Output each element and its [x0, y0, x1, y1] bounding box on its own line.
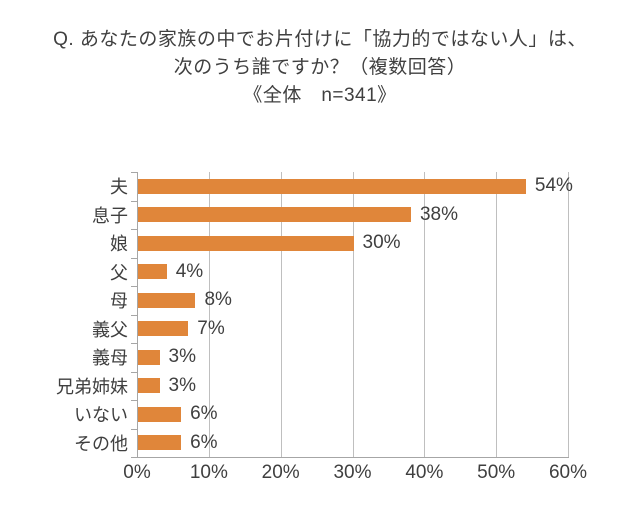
gridline-10 — [208, 172, 210, 457]
gridline-30 — [352, 172, 354, 457]
category-label: 義母 — [92, 348, 128, 369]
value-label: 7% — [197, 317, 225, 339]
bar — [138, 406, 182, 422]
value-label: 3% — [168, 346, 197, 368]
bar — [138, 292, 196, 308]
x-tick-label: 60% — [548, 462, 588, 483]
value-label: 3% — [168, 374, 197, 396]
x-tick-label: 20% — [261, 462, 300, 483]
y-axis-tick — [131, 314, 137, 316]
category-label: 夫 — [110, 177, 128, 198]
value-label: 6% — [190, 431, 218, 453]
bar — [138, 178, 526, 194]
category-label: 母 — [110, 291, 128, 312]
plot-area: 0% 10% 20% 30% 40% 50% 60% 54% 38% 30% 4% 8% 7% 3% 3% 6… — [123, 172, 587, 483]
y-axis-tick — [131, 428, 137, 430]
chart-title: Q. あなたの家族の中でお片付けに「協力的ではない人」は、 次のうち誰ですか？（… — [0, 26, 640, 110]
y-axis-line — [137, 172, 138, 457]
bar — [138, 321, 189, 337]
chart-title-line3: 《全体 n=341》 — [243, 85, 397, 106]
y-axis-tick — [131, 229, 137, 230]
y-axis-tick — [131, 343, 137, 344]
bar — [138, 264, 167, 280]
y-axis-tick — [131, 457, 137, 458]
bar — [138, 207, 411, 223]
y-axis-tick — [131, 257, 137, 259]
value-label: 4% — [175, 260, 204, 282]
gridline-50 — [496, 172, 498, 457]
x-axis-line — [137, 457, 569, 458]
chart-title-line2: 次のうち誰ですか？（複数回答） — [173, 57, 467, 78]
gridline-40 — [424, 172, 426, 457]
category-label: 娘 — [110, 234, 128, 255]
y-axis-tick — [131, 172, 137, 173]
value-label: 6% — [190, 403, 218, 425]
x-tick-label: 0% — [123, 462, 151, 483]
category-label: いない — [74, 405, 128, 426]
y-axis-labels: 夫息子娘父母義父義母兄弟姉妹いないその他 — [0, 172, 128, 457]
value-label: 54% — [534, 175, 573, 197]
y-axis-tick — [131, 400, 137, 401]
gridline-20 — [280, 172, 282, 457]
bar — [138, 349, 160, 365]
x-tick-label: 10% — [189, 462, 228, 483]
y-axis-tick — [131, 371, 137, 373]
bar — [138, 235, 354, 251]
category-label: 兄弟姉妹 — [56, 376, 128, 397]
bar — [138, 435, 182, 451]
x-tick-label: 50% — [477, 462, 516, 483]
category-label: 息子 — [92, 205, 128, 226]
x-tick-label: 40% — [405, 462, 444, 483]
value-label: 38% — [419, 203, 458, 225]
category-label: その他 — [74, 433, 128, 454]
value-label: 30% — [362, 232, 401, 254]
category-label: 義父 — [92, 319, 128, 340]
gridline-60 — [568, 172, 569, 457]
bar — [138, 378, 160, 394]
category-label: 父 — [110, 262, 128, 283]
y-axis-tick — [131, 200, 137, 202]
chart-title-line1: Q. あなたの家族の中でお片付けに「協力的ではない人」は、 — [53, 29, 587, 50]
x-tick-label: 30% — [333, 462, 372, 483]
value-label: 8% — [204, 289, 232, 311]
y-axis-tick — [131, 286, 137, 287]
